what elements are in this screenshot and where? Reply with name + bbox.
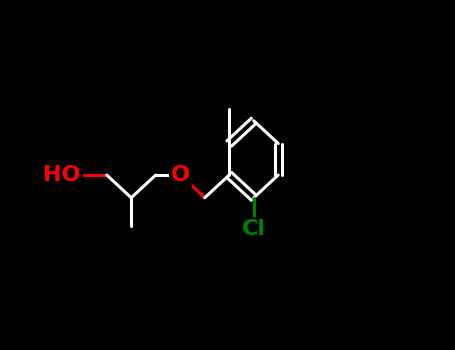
Text: Cl: Cl <box>242 219 266 239</box>
Text: HO: HO <box>43 165 81 185</box>
Text: O: O <box>171 165 190 185</box>
